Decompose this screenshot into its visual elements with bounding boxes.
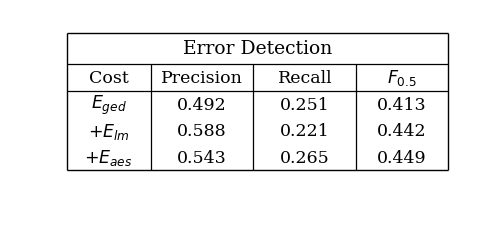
Text: 0.221: 0.221 [280,123,329,140]
Text: 0.413: 0.413 [377,96,426,113]
Text: $E_{ged}$: $E_{ged}$ [91,93,126,116]
Text: 0.251: 0.251 [280,96,329,113]
Text: Recall: Recall [277,69,332,86]
Text: $+ E_{aes}$: $+ E_{aes}$ [84,148,133,168]
Text: 0.543: 0.543 [177,149,226,166]
Text: Precision: Precision [161,69,242,86]
Text: $F_{0.5}$: $F_{0.5}$ [386,68,416,88]
Text: 0.442: 0.442 [377,123,426,140]
Text: 0.588: 0.588 [177,123,226,140]
Text: 0.449: 0.449 [377,149,426,166]
Text: Cost: Cost [89,69,128,86]
Text: $+ E_{lm}$: $+ E_{lm}$ [88,121,129,141]
Text: 0.492: 0.492 [177,96,226,113]
Text: Error Detection: Error Detection [182,40,331,58]
Text: 0.265: 0.265 [280,149,329,166]
